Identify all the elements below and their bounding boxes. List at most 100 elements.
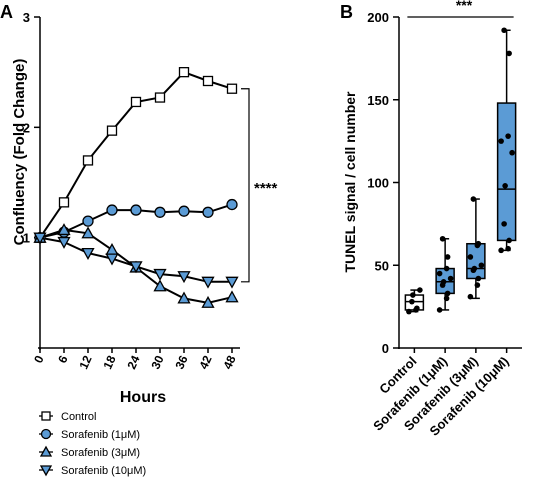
data-point (467, 293, 474, 300)
data-point (81, 226, 95, 239)
data-point (501, 27, 507, 34)
x-tick-label: 42 (196, 353, 214, 371)
data-point (178, 205, 190, 217)
x-tick-label: 36 (172, 353, 190, 371)
legend-marker (40, 428, 52, 440)
x-tick-label: 12 (76, 353, 94, 371)
data-point (177, 271, 191, 284)
y-tick-label: 50 (375, 258, 389, 273)
data-point (226, 83, 238, 94)
data-point (414, 305, 420, 312)
data-point (505, 245, 511, 252)
data-point (475, 240, 482, 247)
data-point (226, 198, 238, 211)
x-tick-label: 48 (220, 353, 238, 371)
data-point (177, 291, 191, 304)
y-tick-label: 150 (367, 93, 389, 108)
data-point (505, 133, 511, 139)
legend-marker (39, 465, 53, 477)
x-tick-label: 0 (31, 353, 47, 365)
data-point (129, 261, 143, 274)
x-tick-label: 24 (124, 353, 142, 371)
data-point (105, 242, 119, 255)
data-point (501, 221, 507, 227)
data-point (467, 254, 474, 260)
legend-label: Control (61, 411, 96, 423)
data-point (154, 92, 166, 103)
panel-a-legend: Control Sorafenib (1μM) Sorafenib (3μM) Sor… (39, 411, 146, 477)
x-tick-label: 18 (100, 353, 118, 371)
data-point (436, 270, 443, 277)
data-point (410, 292, 416, 298)
y-tick-label: 3 (23, 10, 30, 25)
panel-b-ylabel: TUNEL signal / cell number (342, 91, 358, 273)
data-point (82, 215, 94, 227)
data-point (202, 75, 214, 87)
data-point (406, 308, 412, 315)
data-point (478, 262, 485, 269)
panel-a-xlabel: Hours (120, 389, 166, 406)
data-point (443, 295, 450, 302)
box (496, 102, 517, 242)
data-point (201, 295, 215, 308)
y-tick-label: 1 (23, 231, 30, 246)
data-point (105, 253, 119, 266)
data-point (57, 236, 71, 249)
data-point (436, 307, 443, 313)
data-point (409, 298, 415, 305)
data-point (33, 232, 47, 245)
data-point (439, 235, 446, 242)
data-point (81, 247, 95, 260)
data-point (153, 279, 167, 292)
data-point (471, 265, 478, 272)
data-point (178, 67, 190, 78)
legend-marker (39, 445, 53, 457)
panel-b-significance: *** (456, 0, 473, 13)
data-point (443, 265, 450, 272)
x-tick-label: 6 (55, 353, 71, 365)
data-point (154, 206, 166, 218)
data-point (502, 183, 508, 189)
y-tick-label: 200 (367, 10, 389, 25)
data-point (201, 276, 215, 289)
data-point (225, 276, 239, 289)
significance-bracket (241, 88, 250, 283)
data-point (475, 275, 482, 282)
data-point (130, 204, 142, 216)
y-tick-label: 0 (382, 341, 389, 356)
data-point (225, 290, 239, 303)
data-point (106, 204, 118, 216)
legend-marker (41, 411, 51, 421)
box (466, 242, 486, 280)
data-point (82, 155, 94, 166)
data-point (202, 206, 214, 218)
y-tick-label: 100 (367, 176, 389, 191)
data-point (417, 287, 423, 293)
legend-label: Sorafenib (10μM) (61, 465, 146, 477)
series-line (39, 236, 232, 283)
data-point (444, 254, 451, 260)
data-point (474, 282, 481, 288)
panel-b-letter: B (340, 2, 353, 22)
panel-a-significance: **** (254, 180, 278, 197)
legend-label: Sorafenib (3μM) (61, 447, 140, 459)
data-point (130, 96, 142, 108)
y-tick-label: 2 (23, 120, 30, 135)
data-point (506, 237, 512, 244)
data-point (509, 149, 515, 156)
data-point (58, 197, 70, 208)
x-tick-label: 30 (148, 353, 166, 371)
panel-a-ylabel: Confluency (Fold Change) (11, 59, 28, 246)
data-point (498, 247, 504, 254)
panel-a-letter: A (0, 2, 13, 22)
data-point (470, 196, 477, 202)
data-point (153, 268, 167, 281)
legend-label: Sorafenib (1μM) (61, 429, 140, 441)
data-point (498, 138, 504, 144)
data-point (57, 223, 71, 236)
data-point (506, 50, 512, 57)
data-point (444, 290, 451, 297)
